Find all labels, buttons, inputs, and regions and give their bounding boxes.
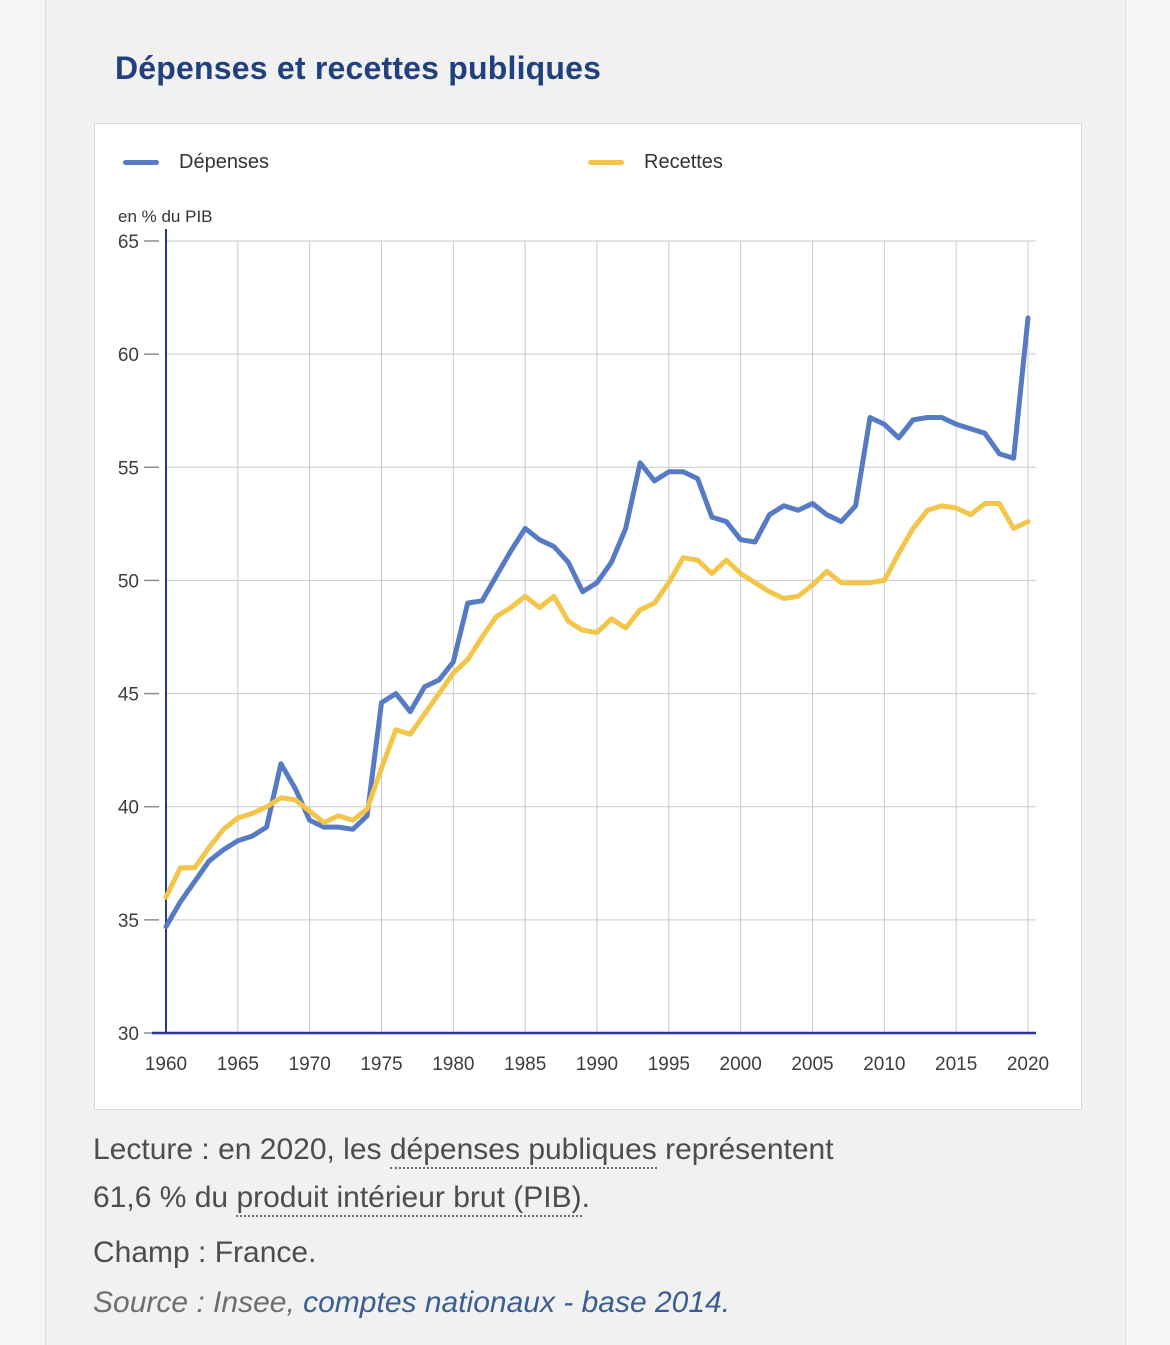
depenses-line bbox=[163, 315, 1031, 930]
source-prefix: Source : Insee, bbox=[93, 1286, 304, 1319]
x-axis-tick-label: 1985 bbox=[504, 1054, 546, 1075]
lecture-segment: 61,6 % du bbox=[93, 1181, 237, 1214]
lecture-segment: Lecture : en 2020, les bbox=[93, 1133, 390, 1166]
legend-item-depenses: Dépenses bbox=[123, 151, 269, 174]
recettes-legend-swatch bbox=[588, 160, 624, 165]
x-axis-tick-label: 1970 bbox=[289, 1054, 331, 1075]
x-axis-tick-label: 1990 bbox=[576, 1054, 618, 1075]
recettes-legend-label: Recettes bbox=[644, 151, 723, 173]
source-link[interactable]: comptes nationaux - base 2014. bbox=[303, 1286, 731, 1319]
y-axis-tick-label: 55 bbox=[118, 458, 139, 479]
y-axis-unit-label: en % du PIB bbox=[118, 207, 213, 226]
legend-item-recettes: Recettes bbox=[588, 151, 723, 174]
definition-term[interactable]: produit intérieur brut (PIB) bbox=[236, 1181, 582, 1217]
left-panel-divider bbox=[0, 0, 46, 1345]
page-title: Dépenses et recettes publiques bbox=[115, 50, 602, 86]
x-axis-tick-label: 1980 bbox=[432, 1054, 474, 1075]
y-axis-tick-label: 50 bbox=[118, 571, 139, 592]
y-axis-tick-label: 30 bbox=[118, 1024, 139, 1045]
x-axis-tick-label: 2015 bbox=[935, 1054, 977, 1075]
x-axis-tick-label: 1975 bbox=[360, 1054, 402, 1075]
lecture-segment: . bbox=[581, 1181, 590, 1214]
lecture-segment: représentent bbox=[656, 1133, 834, 1166]
right-panel-divider bbox=[1125, 0, 1170, 1345]
chart-card: 30 35 40 45 50 55 60 65 1960 1965 1970 1975 1980 1985… bbox=[94, 123, 1082, 1110]
x-axis-tick-label: 2020 bbox=[1007, 1054, 1049, 1075]
x-axis-tick-label: 1960 bbox=[145, 1054, 187, 1075]
x-axis-tick-label: 1965 bbox=[217, 1054, 259, 1075]
depenses-legend-swatch bbox=[123, 160, 159, 165]
x-axis-tick-label: 2010 bbox=[863, 1054, 905, 1075]
lecture-text: Lecture : en 2020, les dépenses publique… bbox=[93, 1126, 1093, 1222]
source-text: Source : Insee, comptes nationaux - base… bbox=[93, 1281, 1093, 1325]
y-axis-tick-label: 65 bbox=[118, 232, 139, 253]
recettes-line bbox=[163, 501, 1031, 900]
champ-text: Champ : France. bbox=[93, 1236, 317, 1269]
line-chart: 30 35 40 45 50 55 60 65 1960 1965 1970 1975 1980 1985… bbox=[118, 229, 1049, 1075]
y-axis-tick-label: 60 bbox=[118, 345, 139, 366]
y-axis-tick-label: 40 bbox=[118, 798, 139, 819]
y-axis-tick-label: 35 bbox=[118, 911, 139, 932]
definition-term[interactable]: dépenses publiques bbox=[389, 1133, 657, 1169]
x-axis-tick-label: 1995 bbox=[648, 1054, 690, 1075]
x-axis-tick-label: 2000 bbox=[720, 1054, 762, 1075]
x-axis-tick-label: 2005 bbox=[791, 1054, 833, 1075]
y-axis-tick-label: 45 bbox=[118, 685, 139, 706]
depenses-legend-label: Dépenses bbox=[179, 151, 270, 173]
